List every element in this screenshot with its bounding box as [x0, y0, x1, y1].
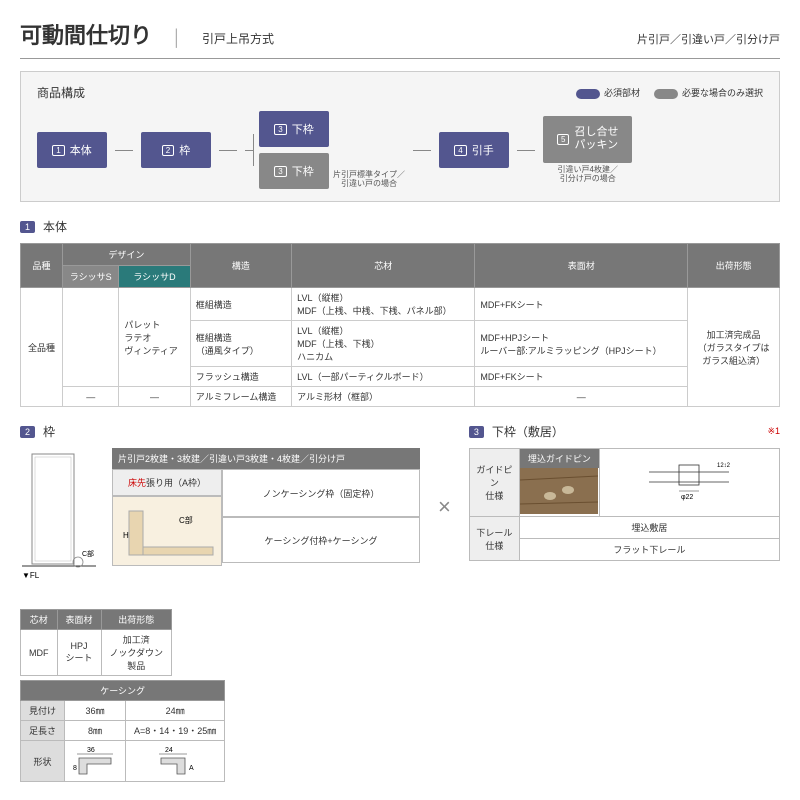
- composition-box: 商品構成 必須部材 必要な場合のみ選択 1本体 2枠 3下枠 3下枠 片引戸標準…: [20, 71, 780, 202]
- frame-table: 片引戸2枚建・3枚建／引違い戸3枚建・4枚建／引分け戸 床先張り用（A枠） C部…: [112, 448, 420, 566]
- legend-swatch-required: [576, 89, 600, 99]
- guide-pin-diagram: φ22 12↕2: [639, 457, 739, 507]
- section-1-header: 1本体: [20, 218, 780, 235]
- svg-text:H: H: [123, 531, 129, 540]
- header-right: 片引戸／引違い戸／引分け戸: [637, 31, 780, 47]
- svg-text:36: 36: [87, 747, 95, 754]
- section-3-header: 3下枠（敷居）※1: [469, 423, 780, 440]
- page-title: 可動間仕切り: [20, 18, 152, 50]
- subtitle: 引戸上吊方式: [202, 30, 274, 47]
- svg-text:8: 8: [73, 765, 77, 772]
- fl-label: ▼FL: [22, 571, 40, 580]
- material-table: 芯材表面材出荷形態 MDFHPJ シート加工済 ノックダウン 製品: [20, 609, 172, 676]
- door-diagram: ▼FL C部: [20, 448, 100, 591]
- node-4: 4引手: [439, 132, 509, 168]
- section-2-header: 2枠: [20, 423, 420, 440]
- header: 可動間仕切り │ 引戸上吊方式 片引戸／引違い戸／引分け戸: [20, 18, 780, 59]
- node-3b: 3下枠: [259, 153, 329, 189]
- note-3: 片引戸標準タイプ／ 引違い戸の場合: [333, 170, 405, 189]
- legend-swatch-optional: [654, 89, 678, 99]
- flow-diagram: 1本体 2枠 3下枠 3下枠 片引戸標準タイプ／ 引違い戸の場合 4引手 5召し…: [37, 111, 763, 189]
- casing-table: ケーシング 見付け36㎜24㎜ 足長さ8㎜A=8・14・19・25㎜ 形状 36…: [20, 680, 225, 782]
- svg-text:C部: C部: [82, 549, 94, 558]
- node-1: 1本体: [37, 132, 107, 168]
- legend: 必須部材 必要な場合のみ選択: [576, 86, 763, 99]
- svg-text:φ22: φ22: [681, 494, 693, 501]
- table-body: 品種デザイン構造芯材表面材出荷形態 ラシッサSラシッサD 全品種パレット ラテオ…: [20, 243, 780, 407]
- lower-rail-table: ガイドピン 仕様 埋込ガイドピン φ2212↕2 下レール 仕様埋込敷居 フラッ…: [469, 448, 780, 561]
- separator: │: [172, 30, 182, 48]
- node-3a: 3下枠: [259, 111, 329, 147]
- comp-label: 商品構成: [37, 84, 85, 101]
- svg-text:12↕2: 12↕2: [717, 463, 731, 469]
- svg-text:24: 24: [165, 747, 173, 754]
- bottom-tables: 芯材表面材出荷形態 MDFHPJ シート加工済 ノックダウン 製品 ケーシング …: [20, 609, 780, 782]
- note-5: 引違い戸4枚建／ 引分け戸の場合: [543, 165, 632, 184]
- multiply-icon: ×: [434, 494, 455, 520]
- guide-pin-photo: [520, 468, 598, 514]
- svg-text:C部: C部: [179, 515, 193, 525]
- svg-text:A: A: [189, 765, 194, 772]
- node-2: 2枠: [141, 132, 211, 168]
- node-5: 5召し合せ パッキン: [543, 116, 632, 162]
